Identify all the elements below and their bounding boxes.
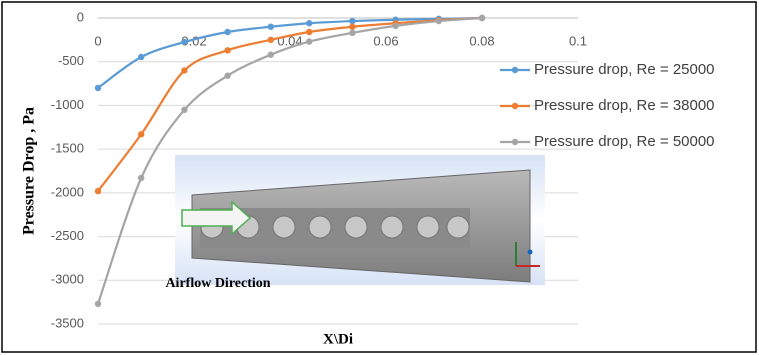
embedded-image xyxy=(175,155,545,285)
data-point xyxy=(436,18,442,24)
data-point xyxy=(479,15,485,21)
x-tick-label: 0.08 xyxy=(469,33,494,48)
data-point xyxy=(349,24,355,30)
y-tick-label: -2500 xyxy=(51,228,84,243)
data-point xyxy=(349,30,355,36)
data-point xyxy=(306,29,312,35)
y-tick-label: -500 xyxy=(58,53,84,68)
data-point xyxy=(306,20,312,26)
x-tick-label: 0.1 xyxy=(569,33,587,48)
data-point xyxy=(181,67,187,73)
data-point xyxy=(181,39,187,45)
legend-marker xyxy=(512,103,518,109)
x-axis-title: X\Di xyxy=(323,331,353,347)
data-point xyxy=(268,37,274,43)
y-tick-label: -1500 xyxy=(51,141,84,156)
data-point xyxy=(138,175,144,181)
legend-label: Pressure drop, Re = 50000 xyxy=(534,133,715,150)
legend-label: Pressure drop, Re = 25000 xyxy=(534,61,715,78)
data-point xyxy=(138,131,144,137)
data-point xyxy=(95,301,101,307)
data-point xyxy=(349,18,355,24)
legend-label: Pressure drop, Re = 38000 xyxy=(534,97,715,114)
data-point xyxy=(268,24,274,30)
x-tick-label: 0 xyxy=(94,33,101,48)
data-point xyxy=(224,73,230,79)
y-tick-label: -2000 xyxy=(51,184,84,199)
data-point xyxy=(95,85,101,91)
y-tick-label: 0 xyxy=(77,9,84,24)
data-point xyxy=(224,29,230,35)
chart: Airflow Direction X\Di Pressure Drop , P… xyxy=(0,0,759,355)
legend-marker xyxy=(512,139,518,145)
y-tick-label: -3500 xyxy=(51,315,84,330)
data-point xyxy=(224,47,230,53)
data-point xyxy=(268,52,274,58)
data-point xyxy=(95,188,101,194)
data-point xyxy=(392,23,398,29)
data-point xyxy=(138,54,144,60)
legend-marker xyxy=(512,67,518,73)
y-axis-title: Pressure Drop , Pa xyxy=(21,107,38,235)
data-point xyxy=(181,107,187,113)
y-tick-label: -1000 xyxy=(51,97,84,112)
data-point xyxy=(306,38,312,44)
y-tick-label: -3000 xyxy=(51,272,84,287)
x-tick-label: 0.06 xyxy=(373,33,398,48)
annotation: Airflow Direction xyxy=(165,276,270,291)
